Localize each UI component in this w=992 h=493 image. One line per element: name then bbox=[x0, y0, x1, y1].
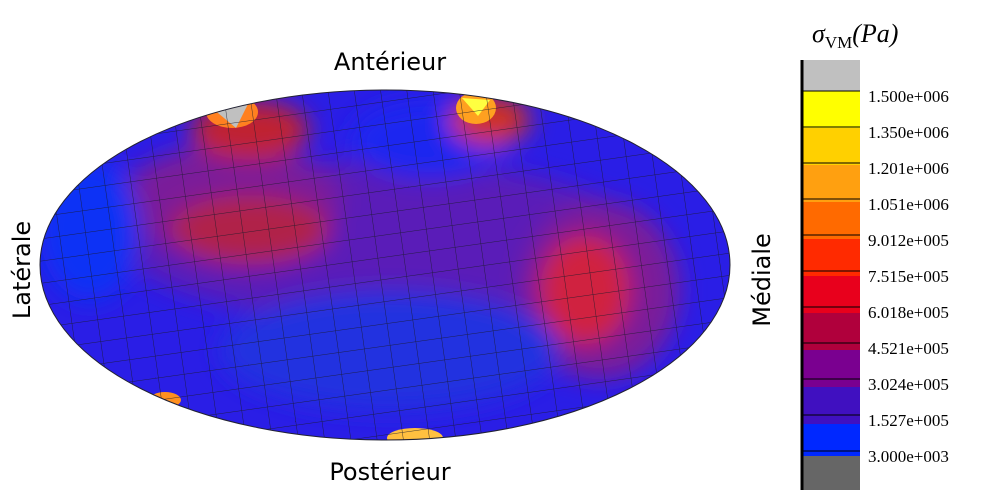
colorbar-label: 3.024e+005 bbox=[868, 375, 949, 394]
colorbar-label: 1.527e+005 bbox=[868, 411, 949, 430]
title-symbol: σ bbox=[812, 19, 826, 48]
colorbar-label: 1.500e+006 bbox=[868, 87, 949, 106]
colorbar-label: 7.515e+005 bbox=[868, 267, 949, 286]
bottom-label: Postérieur bbox=[329, 458, 450, 486]
left-label: Latérale bbox=[8, 221, 36, 319]
colorbar bbox=[800, 60, 860, 490]
colorbar-title: σVM(Pa) bbox=[812, 19, 898, 52]
colorbar-label: 1.051e+006 bbox=[868, 195, 949, 214]
title-unit: (Pa) bbox=[852, 19, 898, 48]
colorbar-label: 1.201e+006 bbox=[868, 159, 949, 178]
colorbar-label: 3.000e+003 bbox=[868, 447, 949, 466]
right-label: Médiale bbox=[748, 233, 776, 327]
title-subscript: VM bbox=[825, 33, 852, 52]
colorbar-label: 1.350e+006 bbox=[868, 123, 949, 142]
colorbar-label: 6.018e+005 bbox=[868, 303, 949, 322]
top-label: Antérieur bbox=[334, 48, 446, 76]
colorbar-label: 9.012e+005 bbox=[868, 231, 949, 250]
stress-map bbox=[40, 90, 730, 440]
colorbar-label: 4.521e+005 bbox=[868, 339, 949, 358]
